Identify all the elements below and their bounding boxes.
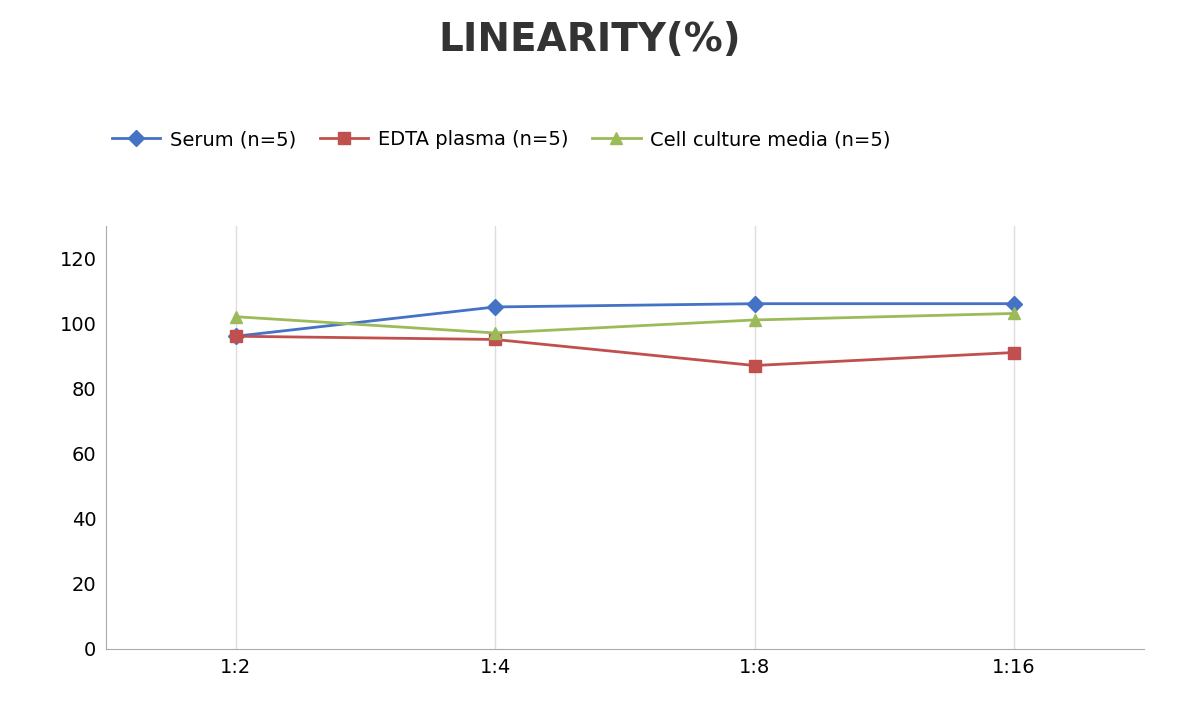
Serum (n=5) bbox=[747, 300, 762, 308]
Line: Serum (n=5): Serum (n=5) bbox=[230, 298, 1020, 342]
Legend: Serum (n=5), EDTA plasma (n=5), Cell culture media (n=5): Serum (n=5), EDTA plasma (n=5), Cell cul… bbox=[104, 123, 898, 157]
Text: LINEARITY(%): LINEARITY(%) bbox=[439, 21, 740, 59]
EDTA plasma (n=5) bbox=[229, 332, 243, 341]
Cell culture media (n=5) bbox=[1007, 309, 1021, 318]
Serum (n=5) bbox=[1007, 300, 1021, 308]
Cell culture media (n=5) bbox=[747, 316, 762, 324]
Cell culture media (n=5) bbox=[488, 329, 502, 337]
EDTA plasma (n=5) bbox=[747, 361, 762, 369]
EDTA plasma (n=5) bbox=[488, 336, 502, 344]
Line: EDTA plasma (n=5): EDTA plasma (n=5) bbox=[230, 331, 1020, 371]
Serum (n=5) bbox=[229, 332, 243, 341]
Serum (n=5) bbox=[488, 302, 502, 311]
EDTA plasma (n=5) bbox=[1007, 348, 1021, 357]
Cell culture media (n=5) bbox=[229, 312, 243, 321]
Line: Cell culture media (n=5): Cell culture media (n=5) bbox=[230, 307, 1020, 339]
